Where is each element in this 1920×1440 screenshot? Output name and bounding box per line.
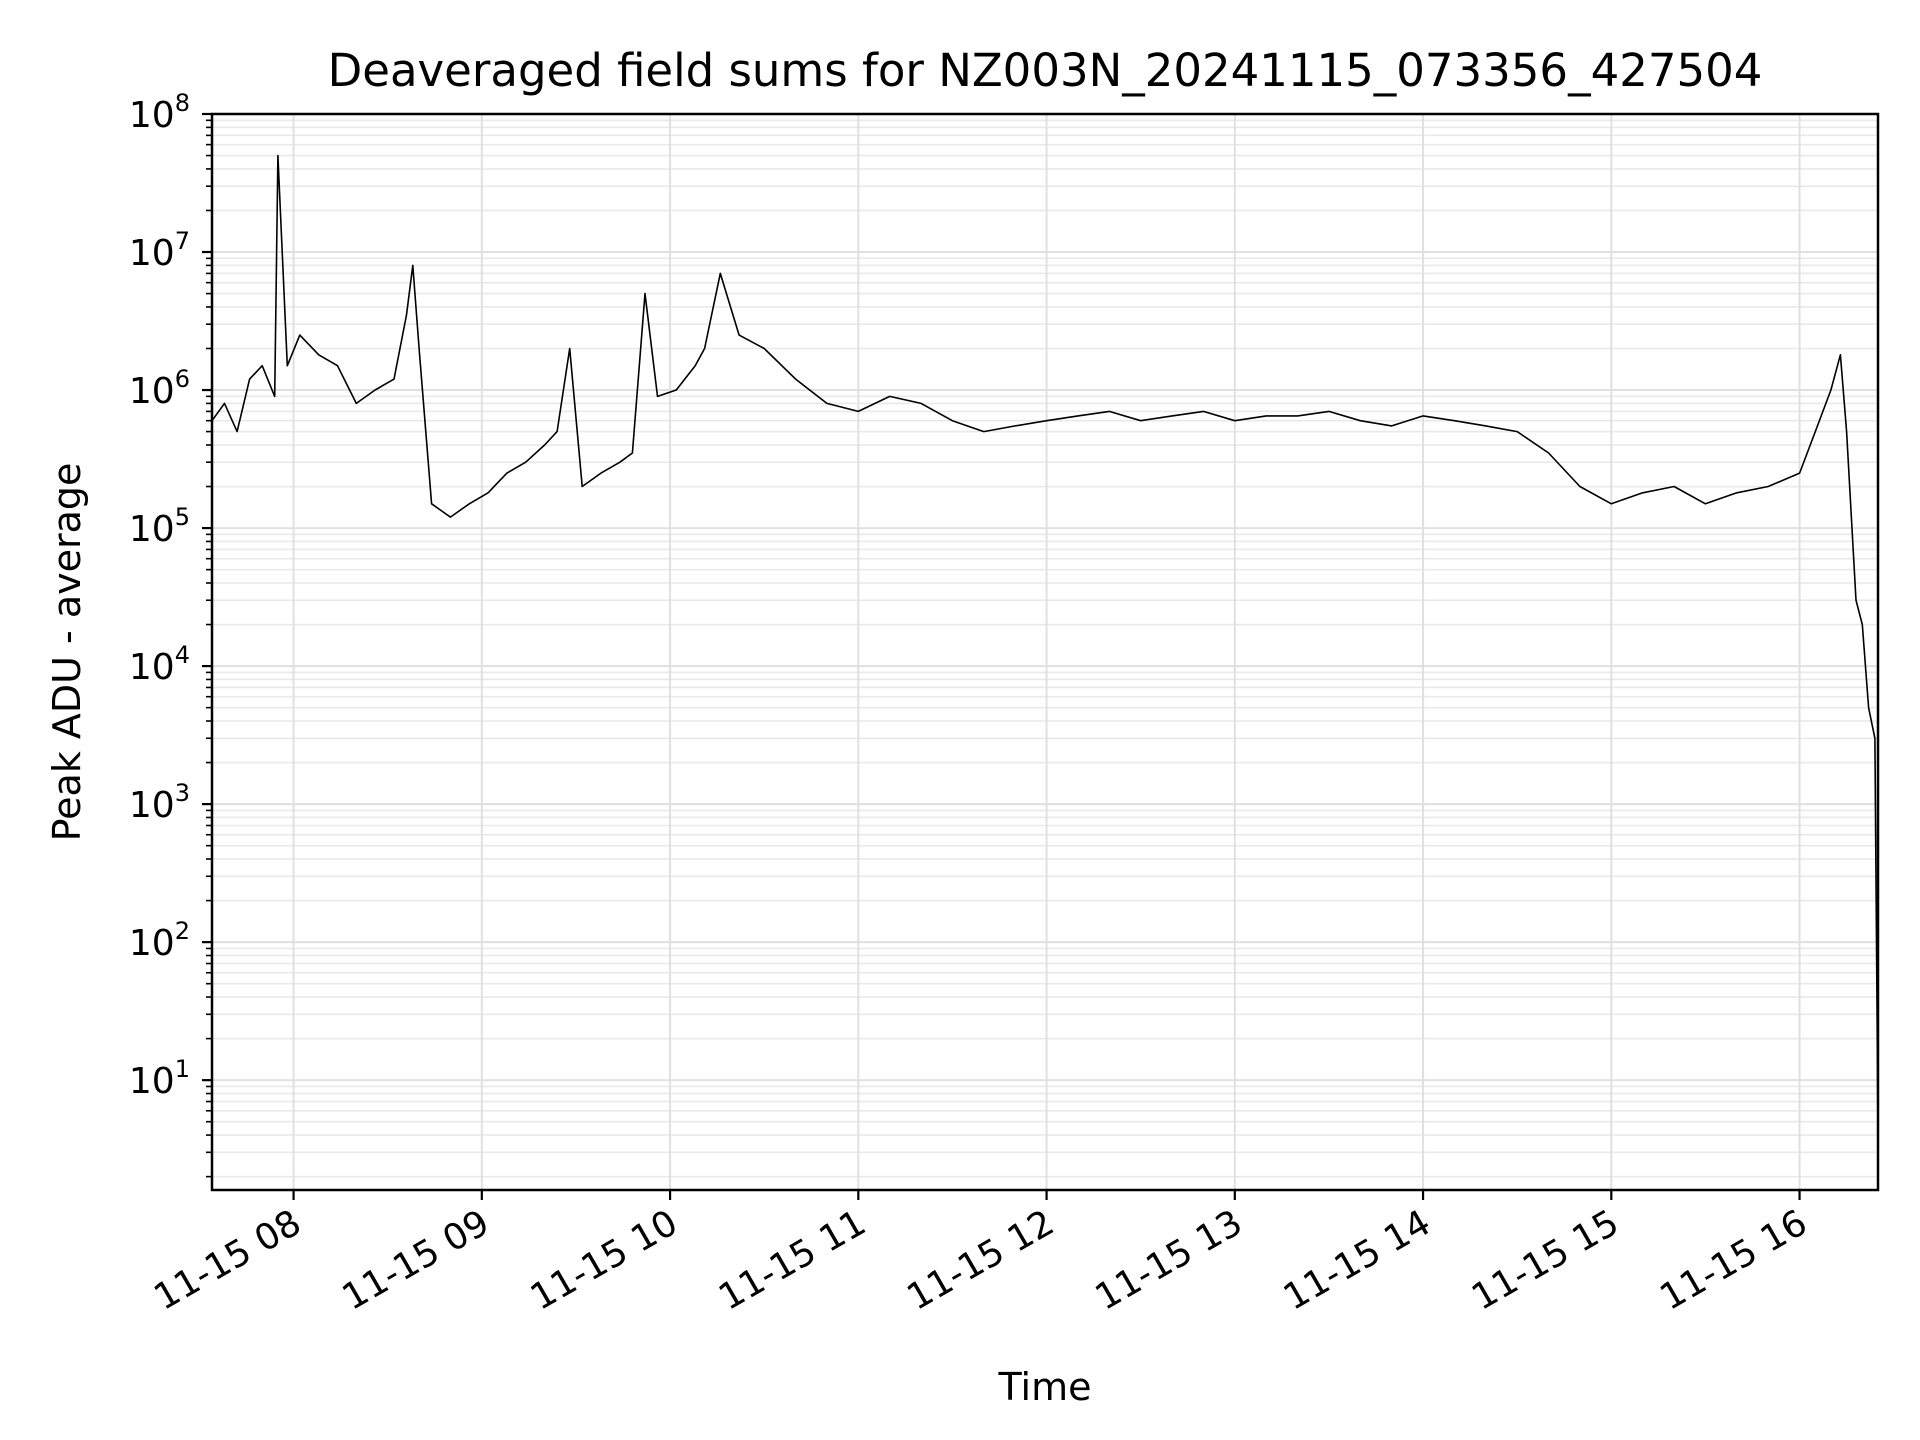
y-tick-label: 105 (129, 503, 190, 550)
y-tick-exponent: 6 (175, 365, 190, 393)
plot-area (211, 154, 1879, 1136)
y-tick-exponent: 8 (175, 89, 190, 117)
y-tick-base: 10 (129, 95, 175, 136)
y-tick-base: 10 (129, 371, 175, 412)
y-tick-exponent: 5 (175, 503, 190, 531)
x-axis-label: Time (998, 1365, 1092, 1409)
y-tick-base: 10 (129, 647, 175, 688)
y-tick-exponent: 2 (175, 917, 190, 945)
y-tick-label: 107 (129, 227, 190, 274)
y-tick-base: 10 (129, 509, 175, 550)
y-tick-label: 102 (129, 917, 190, 964)
y-tick-base: 10 (129, 923, 175, 964)
y-tick-label: 108 (129, 89, 190, 136)
y-tick-label: 106 (129, 365, 190, 412)
y-tick-exponent: 1 (175, 1055, 190, 1083)
chart-title: Deaveraged field sums for NZ003N_2024111… (328, 44, 1763, 97)
y-tick-exponent: 3 (175, 779, 190, 807)
y-tick-base: 10 (129, 1061, 175, 1102)
series-line (211, 154, 1879, 1136)
plot-frame (210, 112, 1880, 1192)
y-tick-exponent: 7 (175, 227, 190, 255)
y-tick-label: 101 (129, 1055, 190, 1102)
y-tick-label: 104 (129, 641, 190, 688)
y-tick-exponent: 4 (175, 641, 190, 669)
y-tick-base: 10 (129, 233, 175, 274)
y-tick-base: 10 (129, 785, 175, 826)
y-axis-label: Peak ADU - average (45, 463, 89, 842)
y-tick-label: 103 (129, 779, 190, 826)
